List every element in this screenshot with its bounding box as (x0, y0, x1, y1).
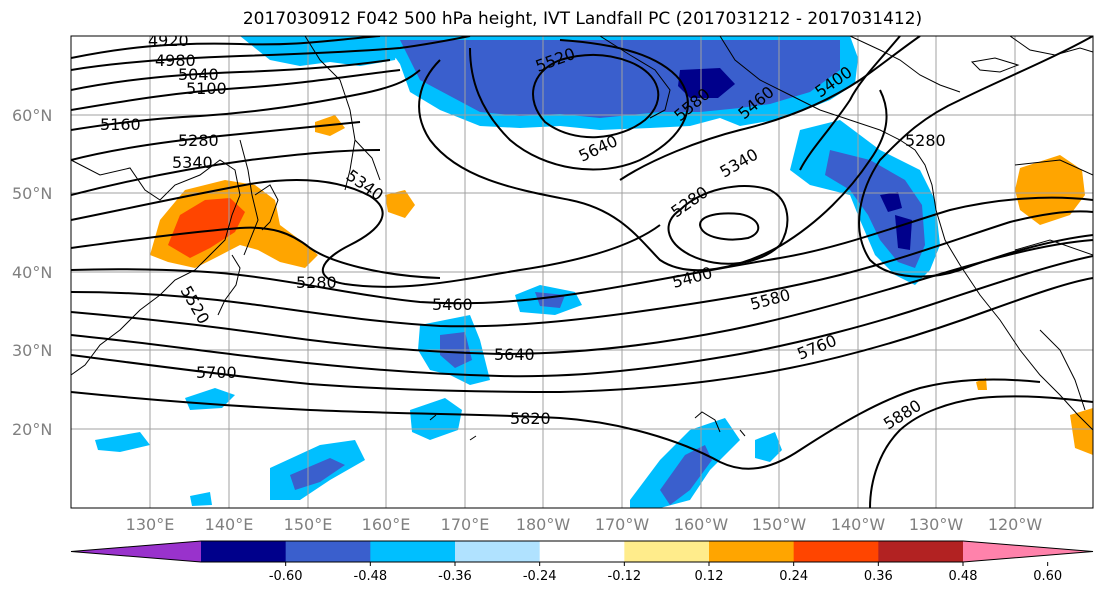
colorbar-tick-label: 0.60 (1033, 569, 1062, 584)
lon-label: 150°E (284, 515, 333, 534)
contour-label: 4980 (155, 51, 196, 70)
latitude-labels: 60°N 50°N 40°N 30°N 20°N (12, 106, 52, 439)
contour-label: 5280 (296, 273, 337, 292)
height-contours (71, 36, 1093, 508)
lon-label: 150°W (752, 515, 807, 534)
colorbar-tick-label: 0.48 (949, 569, 978, 584)
lat-label: 60°N (12, 106, 52, 125)
lon-label: 170°W (595, 515, 650, 534)
contour-label: 5040 (178, 65, 219, 84)
contour-label: 5640 (494, 345, 535, 364)
contour-label: 5280 (178, 131, 219, 150)
colorbar-tick-label: -0.36 (438, 569, 472, 584)
contour-label: 5820 (510, 409, 551, 428)
map-border (70, 35, 1094, 509)
lon-label: 120°W (988, 515, 1043, 534)
colorbar-segment (285, 541, 371, 562)
map-title: 2017030912 F042 500 hPa height, IVT Land… (242, 9, 923, 29)
contour-label: 5340 (172, 153, 213, 172)
lon-label: 130°W (909, 515, 964, 534)
colorbar-segment (624, 541, 710, 562)
colorbar-extend-max (963, 541, 1093, 562)
colorbar-segment (878, 541, 964, 562)
lat-label: 30°N (12, 341, 52, 360)
lon-label: 160°E (362, 515, 411, 534)
colorbar-tick-label: 0.12 (695, 569, 724, 584)
coastlines (71, 36, 1093, 441)
lon-label: 130°E (126, 515, 175, 534)
contour-label: 5160 (100, 115, 141, 134)
lat-label: 40°N (12, 263, 52, 282)
contour-label: 5280 (905, 131, 946, 150)
colorbar: -0.60 -0.48 -0.36 -0.24 -0.12 0.12 0.24 0.36 0.4… (70, 540, 1094, 584)
contour-label: 5100 (186, 79, 227, 98)
colorbar-segment (793, 541, 879, 562)
lon-label: 180°W (516, 515, 571, 534)
contour-label: 5460 (432, 295, 473, 314)
lon-label: 140°E (205, 515, 254, 534)
colorbar-extend-min (71, 541, 201, 562)
longitude-labels: 130°E 140°E 150°E 160°E 170°E 180°W 170°… (126, 515, 1043, 534)
lon-label: 160°W (674, 515, 729, 534)
colorbar-segment (370, 541, 456, 562)
colorbar-segment (201, 541, 287, 562)
colorbar-tick-label: -0.48 (354, 569, 388, 584)
colorbar-segment (539, 541, 625, 562)
colorbar-tick-label: -0.24 (523, 569, 557, 584)
colorbar-tick-label: 0.36 (864, 569, 893, 584)
lat-label: 20°N (12, 420, 52, 439)
map-gridlines (71, 36, 1093, 508)
colorbar-segment (709, 541, 795, 562)
colorbar-tick-label: 0.24 (779, 569, 808, 584)
ivt-positive-shading (150, 115, 1093, 455)
colorbar-outline (70, 540, 1094, 563)
contour-label: 4920 (148, 31, 189, 50)
lat-label: 50°N (12, 184, 52, 203)
colorbar-tick-label: -0.60 (269, 569, 303, 584)
contour-label: 5700 (196, 363, 237, 382)
lon-label: 140°W (831, 515, 886, 534)
colorbar-segment (455, 541, 541, 562)
colorbar-tick-label: -0.12 (608, 569, 642, 584)
lon-label: 170°E (441, 515, 490, 534)
